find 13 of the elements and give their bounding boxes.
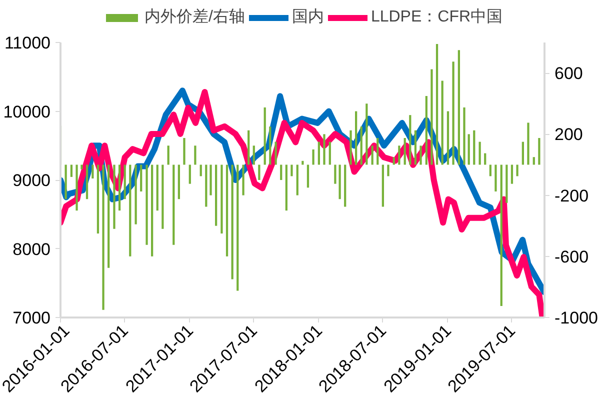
y-tick-label: 9000 [12, 171, 51, 190]
y-tick-label: 10000 [3, 102, 51, 122]
y2-tick-label: -1000 [554, 308, 598, 328]
y2-tick-label: -200 [554, 186, 589, 206]
legend-label: 国内 [292, 7, 324, 28]
y-tick-label: 7000 [12, 308, 51, 328]
y2-tick-label: 600 [554, 64, 583, 84]
y2-tick-label: 200 [554, 125, 583, 144]
y2-tick-label: -600 [554, 247, 589, 266]
legend-label: 内外价差/右轴 [144, 7, 245, 28]
y-tick-label: 8000 [12, 240, 51, 259]
legend-label: LLDPE：CFR中国 [370, 7, 503, 28]
y-tick-label: 11000 [4, 34, 51, 52]
